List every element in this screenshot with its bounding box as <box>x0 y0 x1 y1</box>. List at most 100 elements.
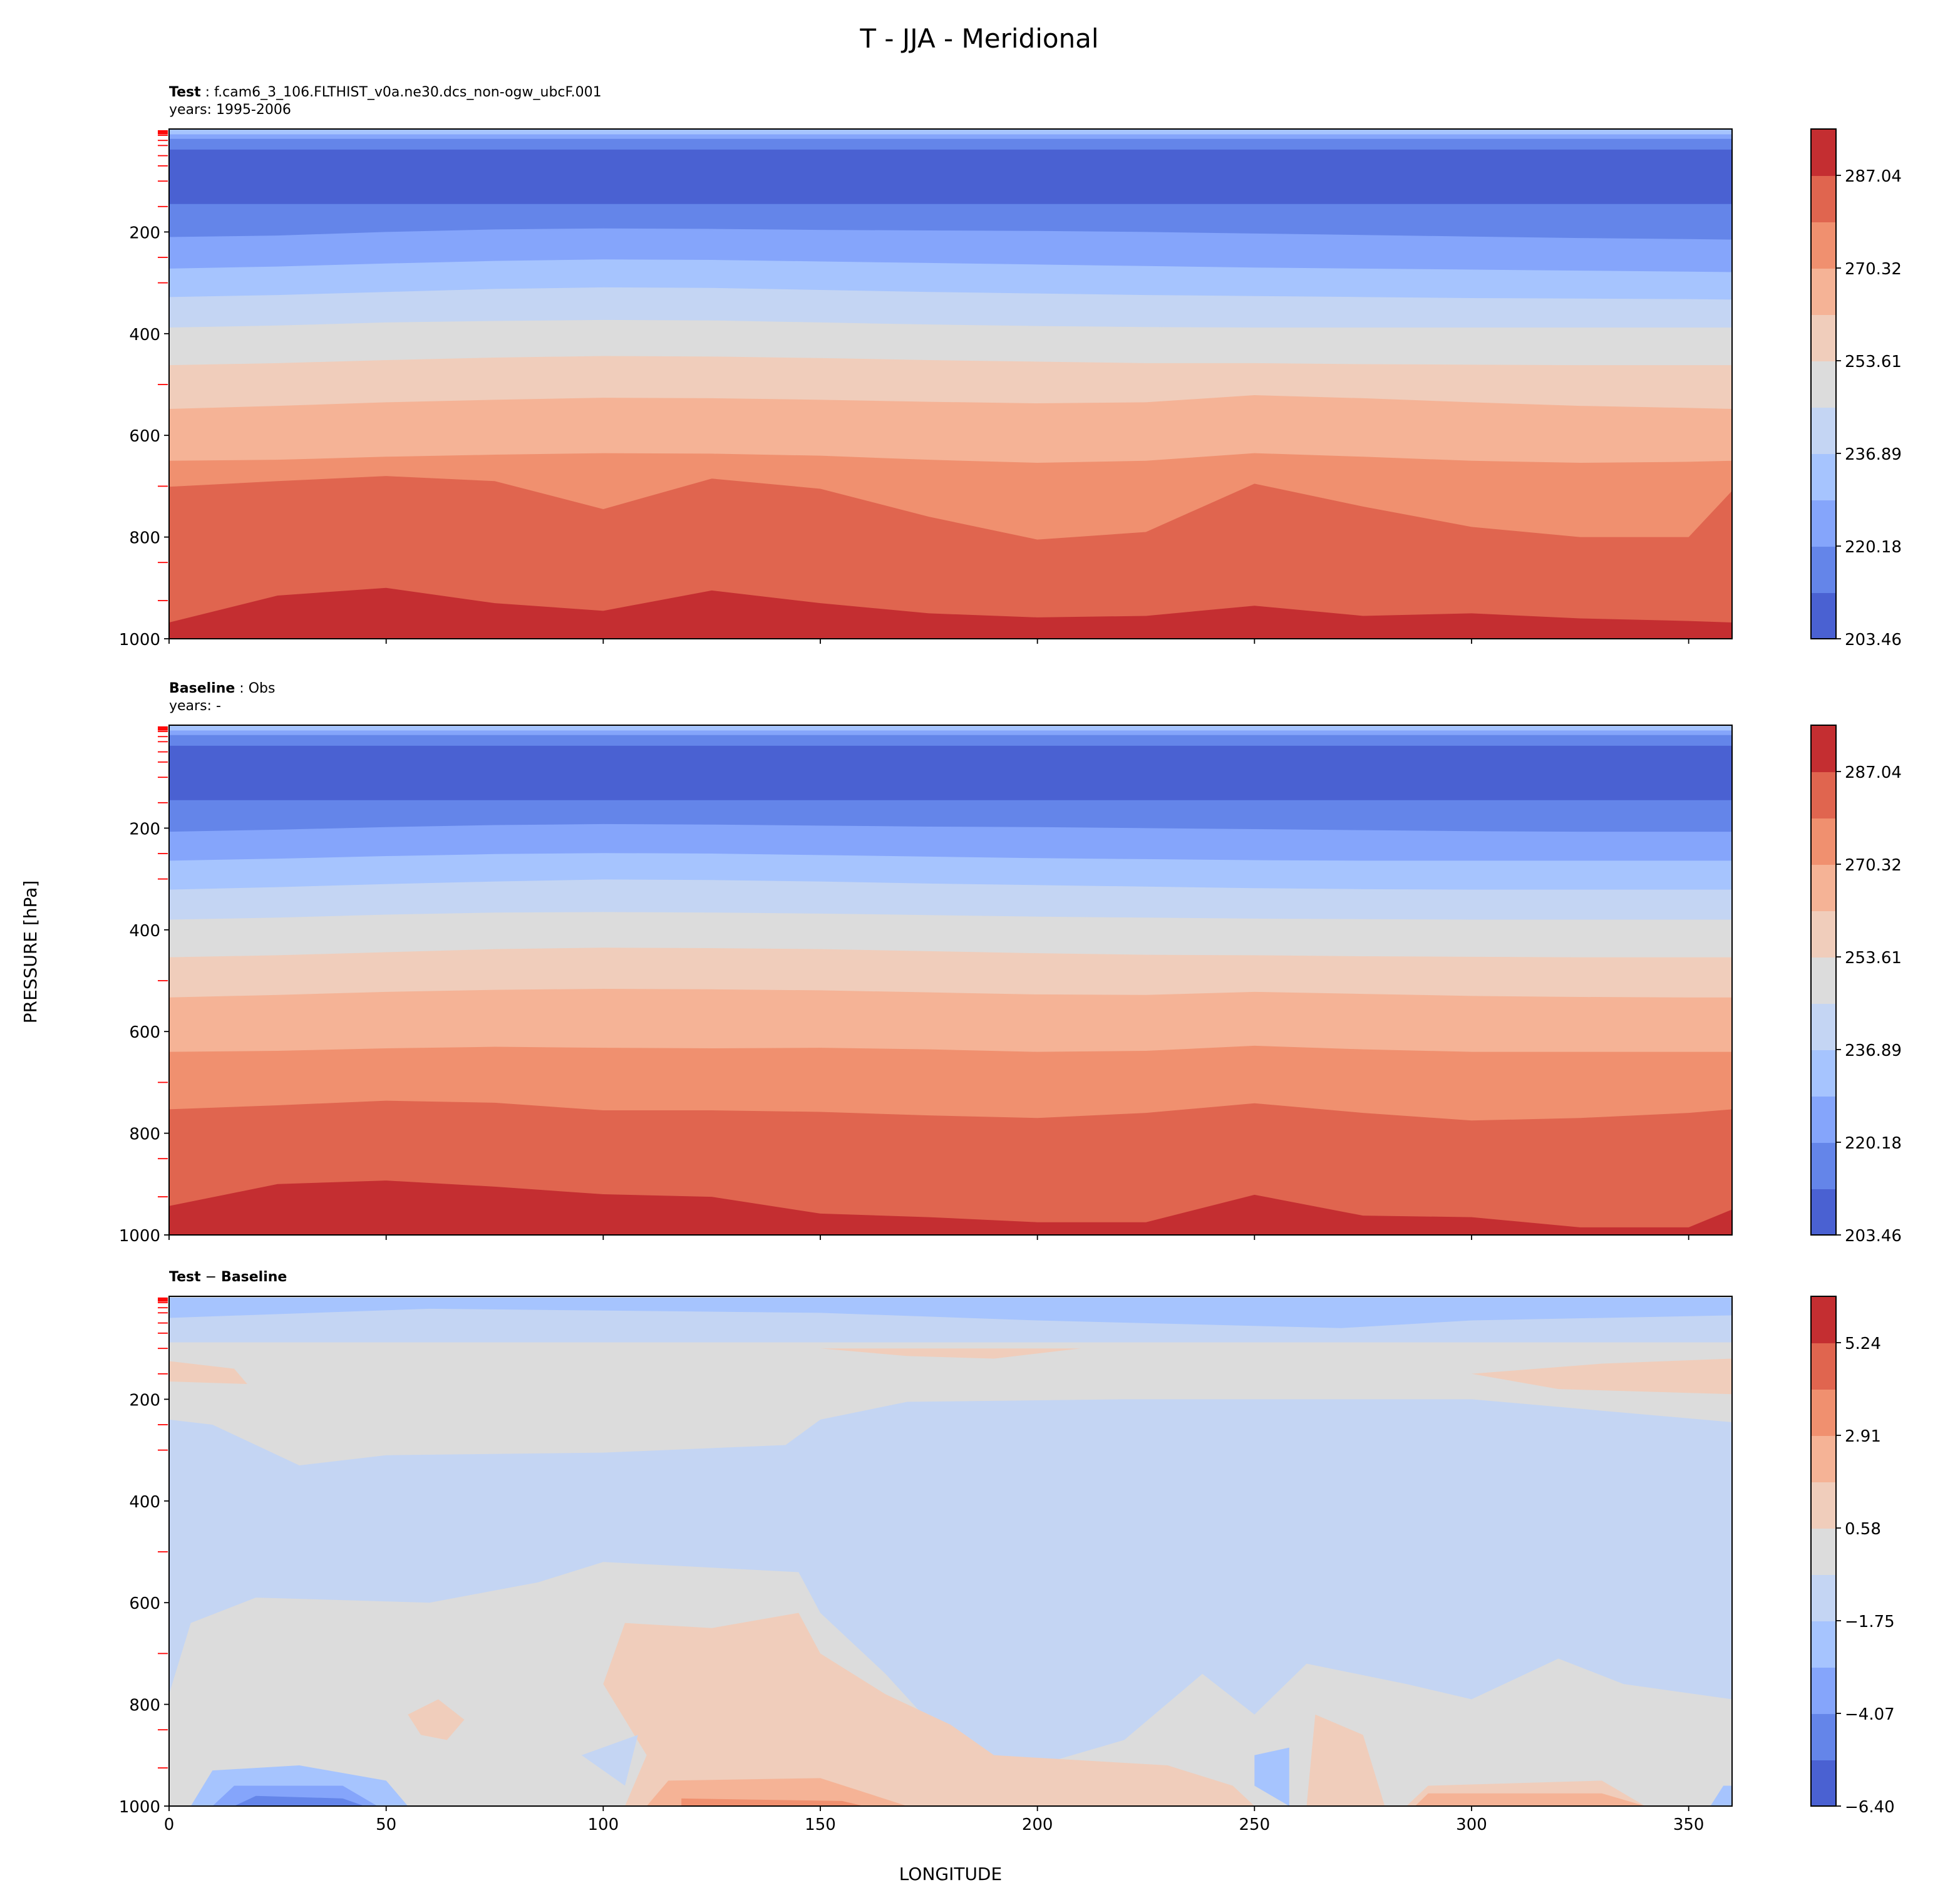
colorbar-segment <box>1811 1760 1836 1807</box>
colorbar-segment <box>1811 1482 1836 1529</box>
contour-region-level-3 <box>1710 1785 1732 1806</box>
colorbar-segment <box>1811 1713 1836 1760</box>
colorbar-segment <box>1811 1621 1836 1668</box>
colorbar-tick-label: 253.61 <box>1845 949 1902 968</box>
contour-band-level-3 <box>169 725 1732 731</box>
contour-region-level-6 <box>1472 1358 1732 1395</box>
panel-title-label: Test <box>169 85 201 100</box>
contour-field <box>169 129 1732 639</box>
colorbar-tick-label: 236.89 <box>1845 1041 1902 1060</box>
colorbar-frame <box>1810 1296 1837 1807</box>
x-tick-label: 50 <box>376 1815 396 1834</box>
contour-region-level-3 <box>1254 1747 1289 1806</box>
colorbar-segment <box>1811 268 1836 315</box>
panel-title-separator: : <box>235 681 248 696</box>
contour-region-level-6 <box>169 1361 247 1385</box>
colorbar-tick-label: 203.46 <box>1845 631 1902 649</box>
colorbar-segment <box>1811 1343 1836 1390</box>
colorbar-segment <box>1811 725 1836 772</box>
panel-title-separator: : <box>201 85 214 100</box>
panel-title-name: Obs <box>249 681 276 696</box>
panel-title-name: Baseline <box>221 1269 287 1285</box>
colorbar-segment <box>1811 1096 1836 1143</box>
panel-1: 200 400 600 800 1000 Test : f.cam6_3_106.FLTH… <box>119 85 1902 649</box>
contour-region-level-6 <box>603 1613 1255 1806</box>
colorbar-tick-label: 220.18 <box>1845 538 1902 557</box>
y-tick-label: 400 <box>129 326 160 344</box>
contour-band-level-3 <box>169 129 1732 135</box>
colorbar-segment <box>1811 772 1836 818</box>
panel-years: years: - <box>169 698 221 714</box>
y-tick-label: 200 <box>129 1391 160 1410</box>
colorbar-segment <box>1811 314 1836 361</box>
panel-title: Test − Baseline <box>169 1269 287 1285</box>
x-tick-label: 350 <box>1673 1815 1705 1834</box>
x-tick-label: 100 <box>588 1815 619 1834</box>
colorbar-tick-label: 287.04 <box>1845 167 1902 186</box>
y-tick-label: 200 <box>129 224 160 242</box>
colorbar-tick-label: 203.46 <box>1845 1227 1902 1246</box>
colorbar-segment <box>1811 1003 1836 1050</box>
y-tick-label: 600 <box>129 1594 160 1613</box>
panel-title-label: Test <box>169 1269 201 1285</box>
y-tick-label: 200 <box>129 820 160 839</box>
colorbar-frame <box>1810 128 1837 639</box>
colorbar-frame <box>1810 725 1837 1236</box>
colorbar-tick-label: −4.07 <box>1845 1705 1895 1724</box>
colorbar-segment <box>1811 1189 1836 1236</box>
colorbar-tick-label: 2.91 <box>1845 1427 1881 1446</box>
colorbar-segment <box>1811 864 1836 911</box>
colorbar-tick-label: 5.24 <box>1845 1335 1881 1353</box>
panel-title-separator: − <box>201 1269 221 1285</box>
colorbar-tick-label: 0.58 <box>1845 1520 1881 1539</box>
plot-frame <box>168 1296 1733 1807</box>
colorbar-segment <box>1811 175 1836 222</box>
y-tick-label: 800 <box>129 529 160 548</box>
colorbar-segment <box>1811 546 1836 593</box>
x-tick-label: 150 <box>805 1815 836 1834</box>
plot-frame <box>168 128 1733 639</box>
y-tick-label: 800 <box>129 1696 160 1715</box>
panel-2: 200 400 600 800 1000 Baseline : Obs years: - 20… <box>119 681 1902 1246</box>
colorbar-tick-label: 220.18 <box>1845 1134 1902 1153</box>
colorbar-segment <box>1811 129 1836 176</box>
colorbar-tick-label: 270.32 <box>1845 260 1902 279</box>
colorbar-tick-label: −1.75 <box>1845 1613 1895 1631</box>
colorbar-segment <box>1811 361 1836 408</box>
colorbar-tick-label: 253.61 <box>1845 353 1902 371</box>
contour-field <box>169 725 1732 1235</box>
y-tick-label: 1000 <box>119 1227 160 1246</box>
x-axis-label: LONGITUDE <box>899 1864 1002 1884</box>
colorbar-segment <box>1811 1574 1836 1621</box>
colorbar-tick-label: 270.32 <box>1845 856 1902 875</box>
contour-region-level-8 <box>681 1798 864 1806</box>
panel-title: Test : f.cam6_3_106.FLTHIST_v0a.ne30.dcs… <box>169 85 602 100</box>
contour-region-level-6 <box>408 1699 465 1740</box>
colorbar-segment <box>1811 1389 1836 1436</box>
colorbar-tick-label: 236.89 <box>1845 445 1902 464</box>
y-tick-label: 600 <box>129 1023 160 1042</box>
contour-region-level-4 <box>581 1735 638 1786</box>
x-tick-label: 250 <box>1239 1815 1271 1834</box>
panel-title-name: f.cam6_3_106.FLTHIST_v0a.ne30.dcs_non-og… <box>214 85 602 100</box>
panel-years: years: 1995-2006 <box>169 102 291 118</box>
colorbar-segment <box>1811 222 1836 269</box>
y-axis-label: PRESSURE [hPa] <box>20 880 41 1024</box>
colorbar-segment <box>1811 818 1836 865</box>
colorbar-segment <box>1811 1528 1836 1575</box>
y-tick-label: 1000 <box>119 631 160 649</box>
panel-title: Baseline : Obs <box>169 681 275 696</box>
contour-region-level-1 <box>234 1795 364 1806</box>
colorbar-segment <box>1811 911 1836 958</box>
y-tick-label: 1000 <box>119 1798 160 1817</box>
colorbar-tick-label: −6.40 <box>1845 1798 1895 1817</box>
colorbar-tick-label: 287.04 <box>1845 763 1902 782</box>
colorbar-segment <box>1811 500 1836 547</box>
y-tick-label: 800 <box>129 1125 160 1144</box>
colorbar-segment <box>1811 1296 1836 1343</box>
colorbar-segment <box>1811 1050 1836 1097</box>
panel-title-label: Baseline <box>169 681 235 696</box>
x-tick-label: 0 <box>164 1815 175 1834</box>
